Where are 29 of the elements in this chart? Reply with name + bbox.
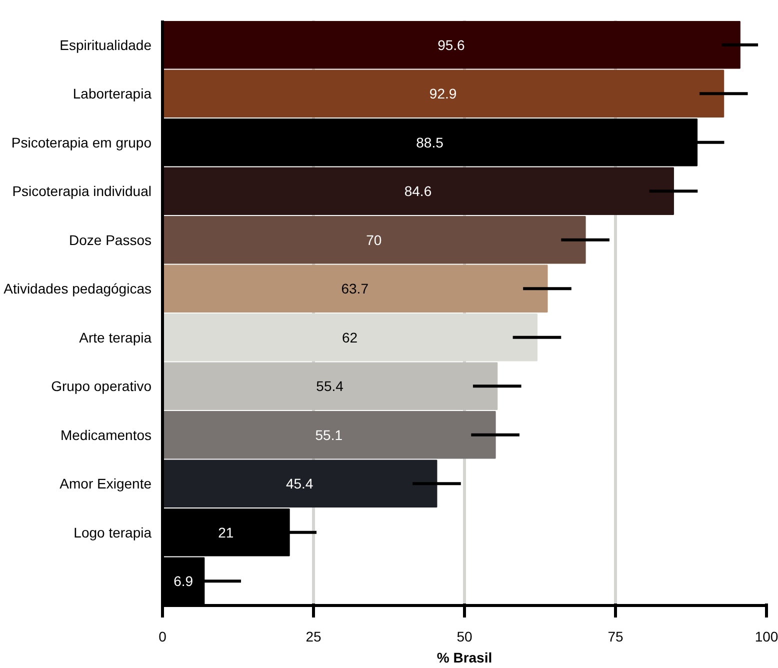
y-tick-label: Amor Exigente <box>60 476 152 492</box>
x-tick-label: 50 <box>456 628 472 644</box>
y-tick-label: Logo terapia <box>74 524 152 540</box>
data-label: 45.4 <box>286 476 314 492</box>
y-tick-label: Grupo operativo <box>51 378 152 394</box>
data-label: 63.7 <box>341 280 369 297</box>
x-axis-title: % Brasil <box>436 650 492 666</box>
y-tick-label: Arte terapia <box>79 329 152 346</box>
y-tick-label: Psicoterapia em grupo <box>11 134 152 150</box>
y-tick-label: Atividades pedagógicas <box>4 280 152 297</box>
y-tick-label: Laborterapia <box>72 86 152 102</box>
x-tick-label: 0 <box>158 628 167 644</box>
y-tick-label: Psicoterapia individual <box>12 183 152 200</box>
x-tick-label: 25 <box>306 628 322 644</box>
data-label: 55.4 <box>316 378 344 394</box>
data-label: 84.6 <box>404 183 432 200</box>
data-label: 21 <box>218 524 234 540</box>
x-tick-label: 75 <box>608 628 624 644</box>
x-tick-label: 100 <box>754 628 778 644</box>
y-tick-label: Espiritualidade <box>60 36 152 53</box>
y-tick-label: Doze Passos <box>69 232 152 248</box>
data-label: 55.1 <box>315 426 343 443</box>
data-label: 88.5 <box>416 134 444 150</box>
data-label: 6.9 <box>174 573 194 590</box>
data-label: 92.9 <box>429 86 457 102</box>
data-label: 70 <box>366 232 382 248</box>
data-label: 62 <box>342 329 358 346</box>
y-tick-label: Medicamentos <box>60 426 152 443</box>
data-label: 95.6 <box>438 36 466 53</box>
